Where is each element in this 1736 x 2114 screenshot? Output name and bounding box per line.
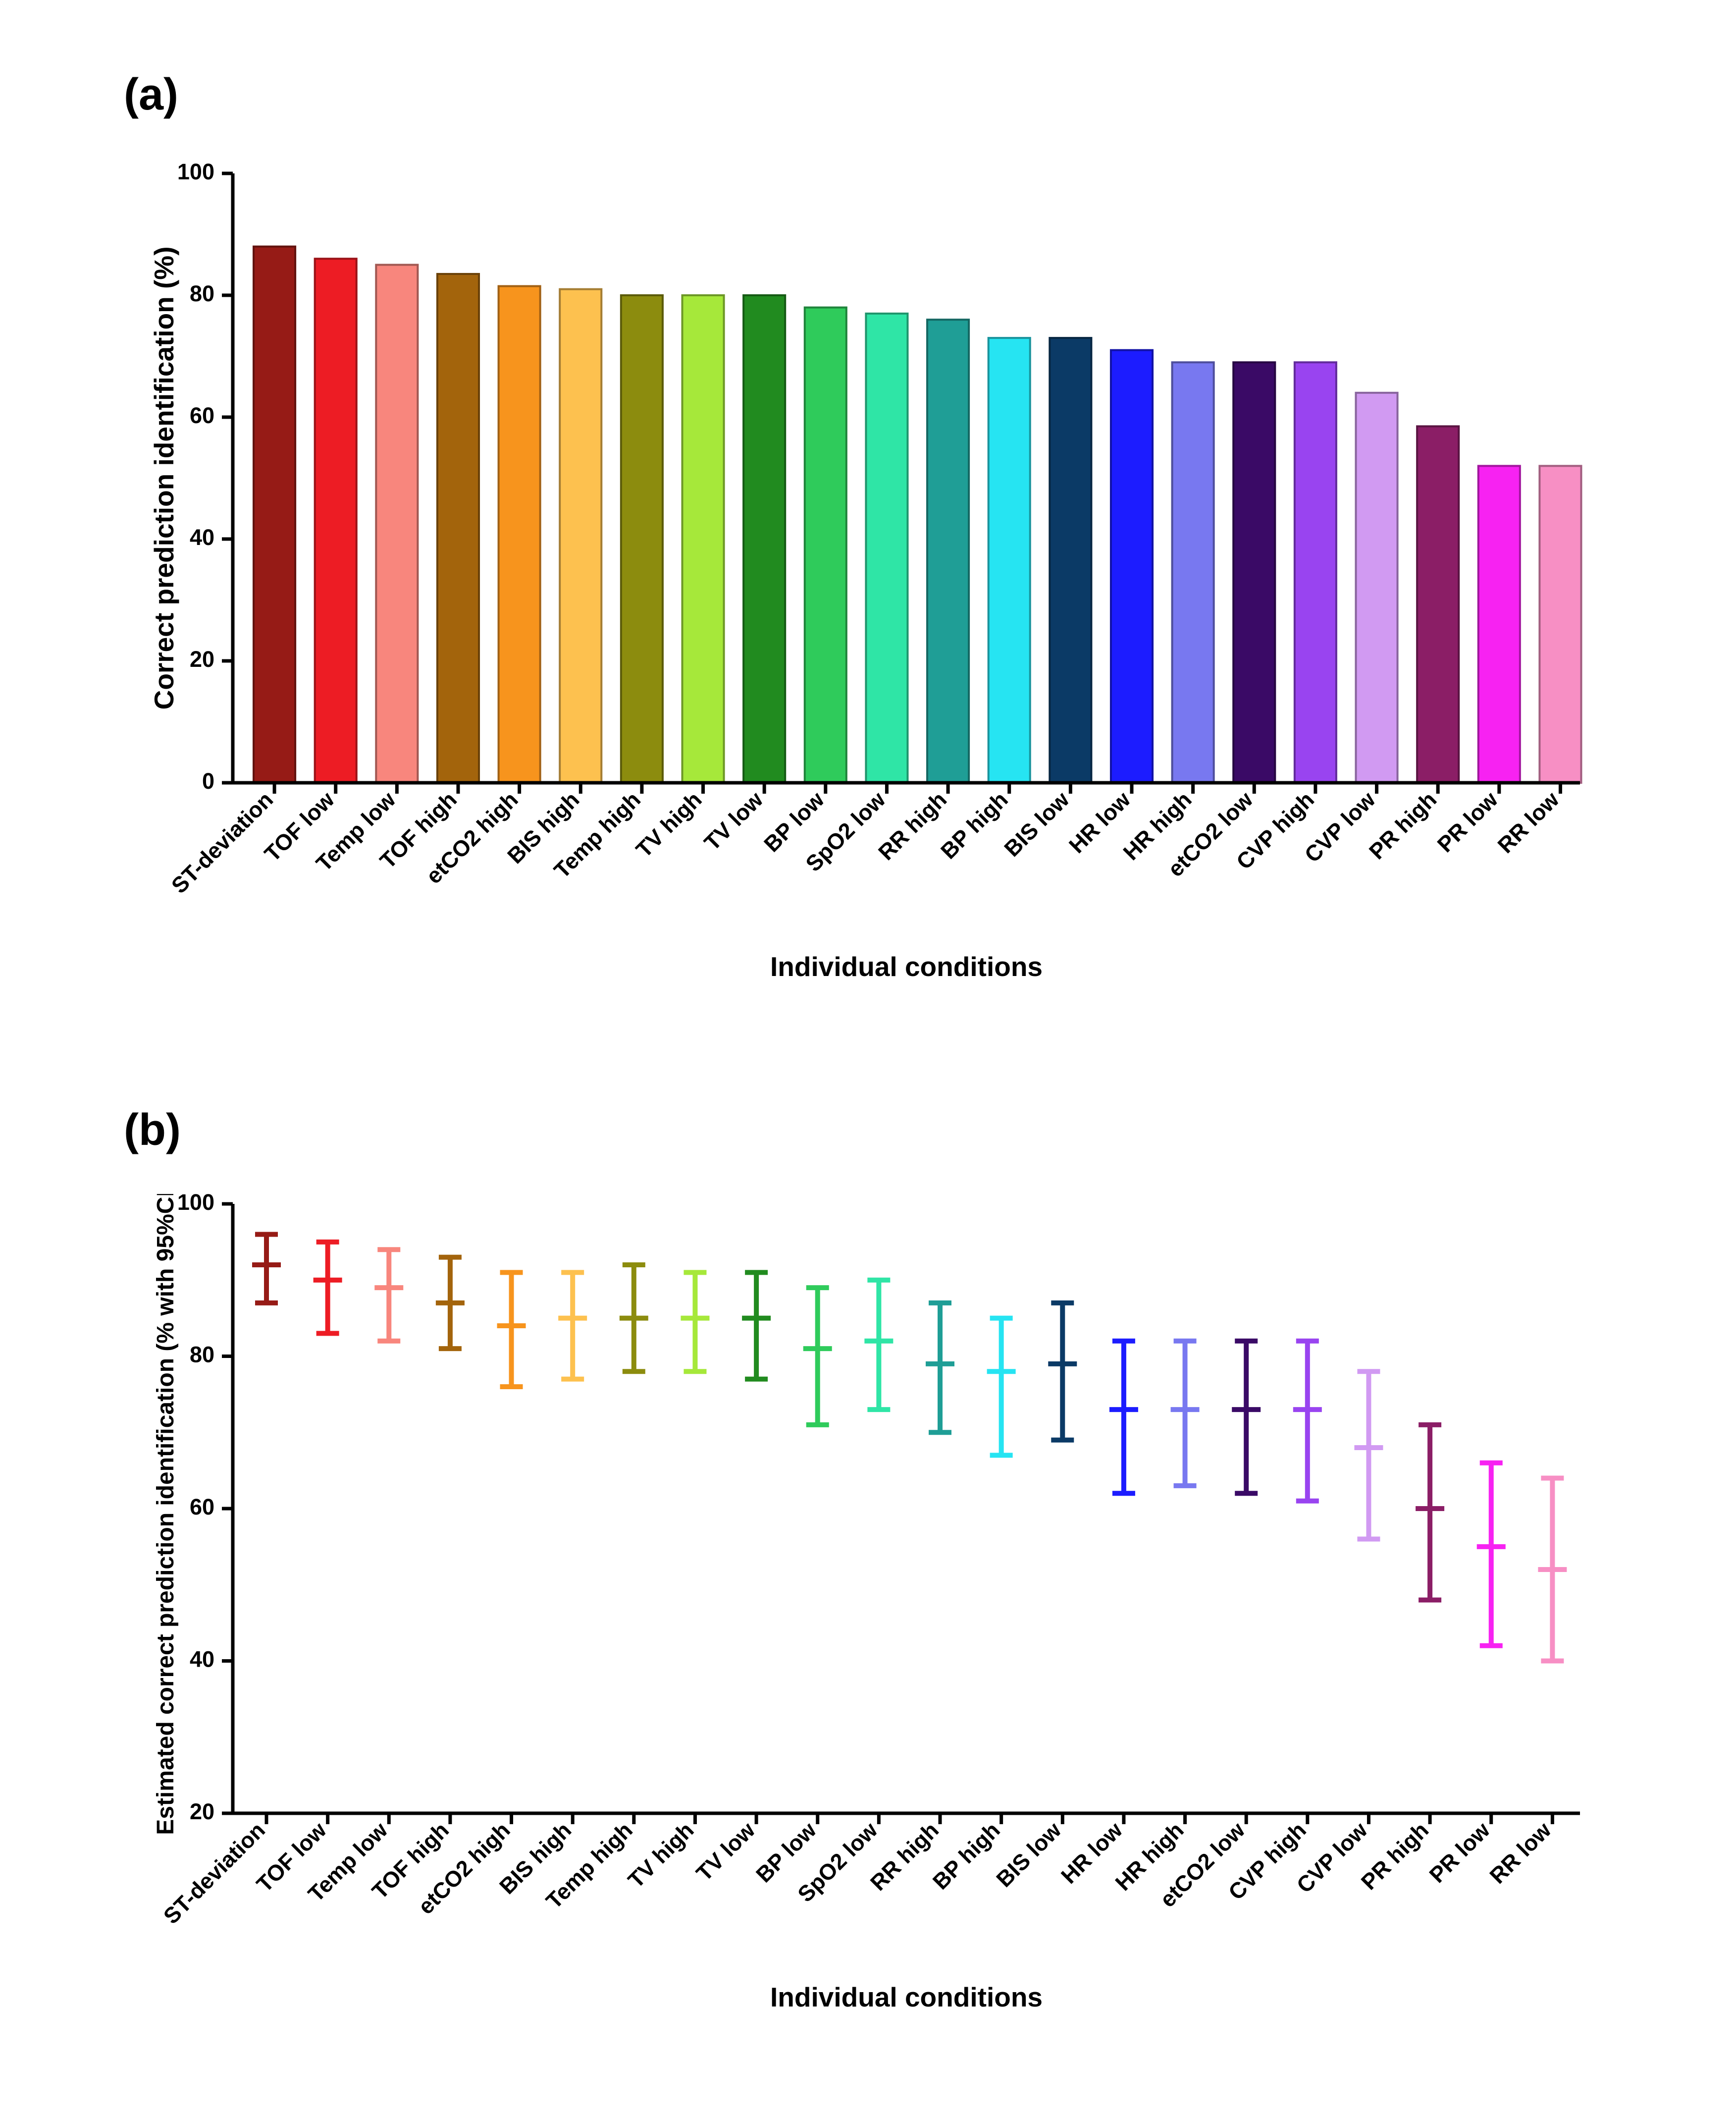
x-tick-label: PR high <box>1364 787 1441 864</box>
x-axis-label: Individual conditions <box>770 951 1043 982</box>
x-tick-label: RR high <box>873 787 951 865</box>
x-tick-label: TV high <box>631 787 707 863</box>
y-tick-label: 0 <box>202 768 214 794</box>
bar <box>315 259 357 783</box>
x-tick-label: RR high <box>865 1817 944 1896</box>
y-tick-label: 80 <box>190 1342 214 1367</box>
bar <box>927 320 969 783</box>
bar <box>1356 393 1397 783</box>
bar <box>1417 426 1459 783</box>
bar <box>1539 466 1581 783</box>
y-tick-label: 100 <box>177 1194 214 1215</box>
x-tick-label: TV low <box>699 786 768 855</box>
x-tick-label: BP high <box>928 1817 1005 1895</box>
bar <box>1172 362 1214 783</box>
bar <box>437 274 479 783</box>
x-tick-label: BIS low <box>991 1817 1066 1892</box>
x-tick-label: RR low <box>1493 786 1565 858</box>
x-tick-label: TV high <box>623 1817 699 1893</box>
bar <box>560 289 601 783</box>
x-tick-label: BIS low <box>999 786 1074 862</box>
bar <box>254 247 295 783</box>
bar <box>1478 466 1520 783</box>
y-tick-label: 100 <box>177 163 214 184</box>
y-tick-label: 80 <box>190 281 214 306</box>
bar <box>499 286 540 783</box>
page: (a) (b) 020406080100ST-deviationTOF lowT… <box>0 0 1736 2114</box>
y-axis-label: Correct prediction identification (%) <box>154 246 179 709</box>
bar <box>866 314 907 783</box>
bar <box>1111 350 1153 783</box>
x-tick-label: ST-deviation <box>166 787 278 898</box>
x-tick-label: PR low <box>1432 786 1503 857</box>
bar <box>989 338 1030 783</box>
bar <box>805 308 846 783</box>
bar <box>682 295 724 783</box>
bar <box>621 295 663 783</box>
y-tick-label: 40 <box>190 525 214 550</box>
x-tick-label: PR low <box>1424 1817 1495 1888</box>
bar <box>743 295 785 783</box>
x-tick-label: RR low <box>1485 1817 1557 1889</box>
panel-a-label: (a) <box>124 69 178 120</box>
y-tick-label: 60 <box>190 403 214 428</box>
bar <box>1233 362 1275 783</box>
bar <box>1295 362 1336 783</box>
y-tick-label: 20 <box>190 1799 214 1824</box>
y-tick-label: 60 <box>190 1494 214 1519</box>
x-axis-label: Individual conditions <box>770 1982 1043 2012</box>
bar <box>1050 338 1091 783</box>
x-tick-label: BP high <box>936 787 1013 864</box>
bar <box>376 265 418 783</box>
panel-b-label: (b) <box>124 1105 181 1156</box>
x-tick-label: TV low <box>691 1817 760 1886</box>
y-axis-label: Estimated correct prediction identificat… <box>154 1194 179 1835</box>
x-tick-label: PR high <box>1356 1817 1433 1895</box>
y-tick-label: 20 <box>190 647 214 672</box>
bar-chart-a: 020406080100ST-deviationTOF lowTemp lowT… <box>154 163 1610 991</box>
errorbar-chart-b: 20406080100ST-deviationTOF lowTemp lowTO… <box>154 1194 1610 2021</box>
y-tick-label: 40 <box>190 1646 214 1672</box>
